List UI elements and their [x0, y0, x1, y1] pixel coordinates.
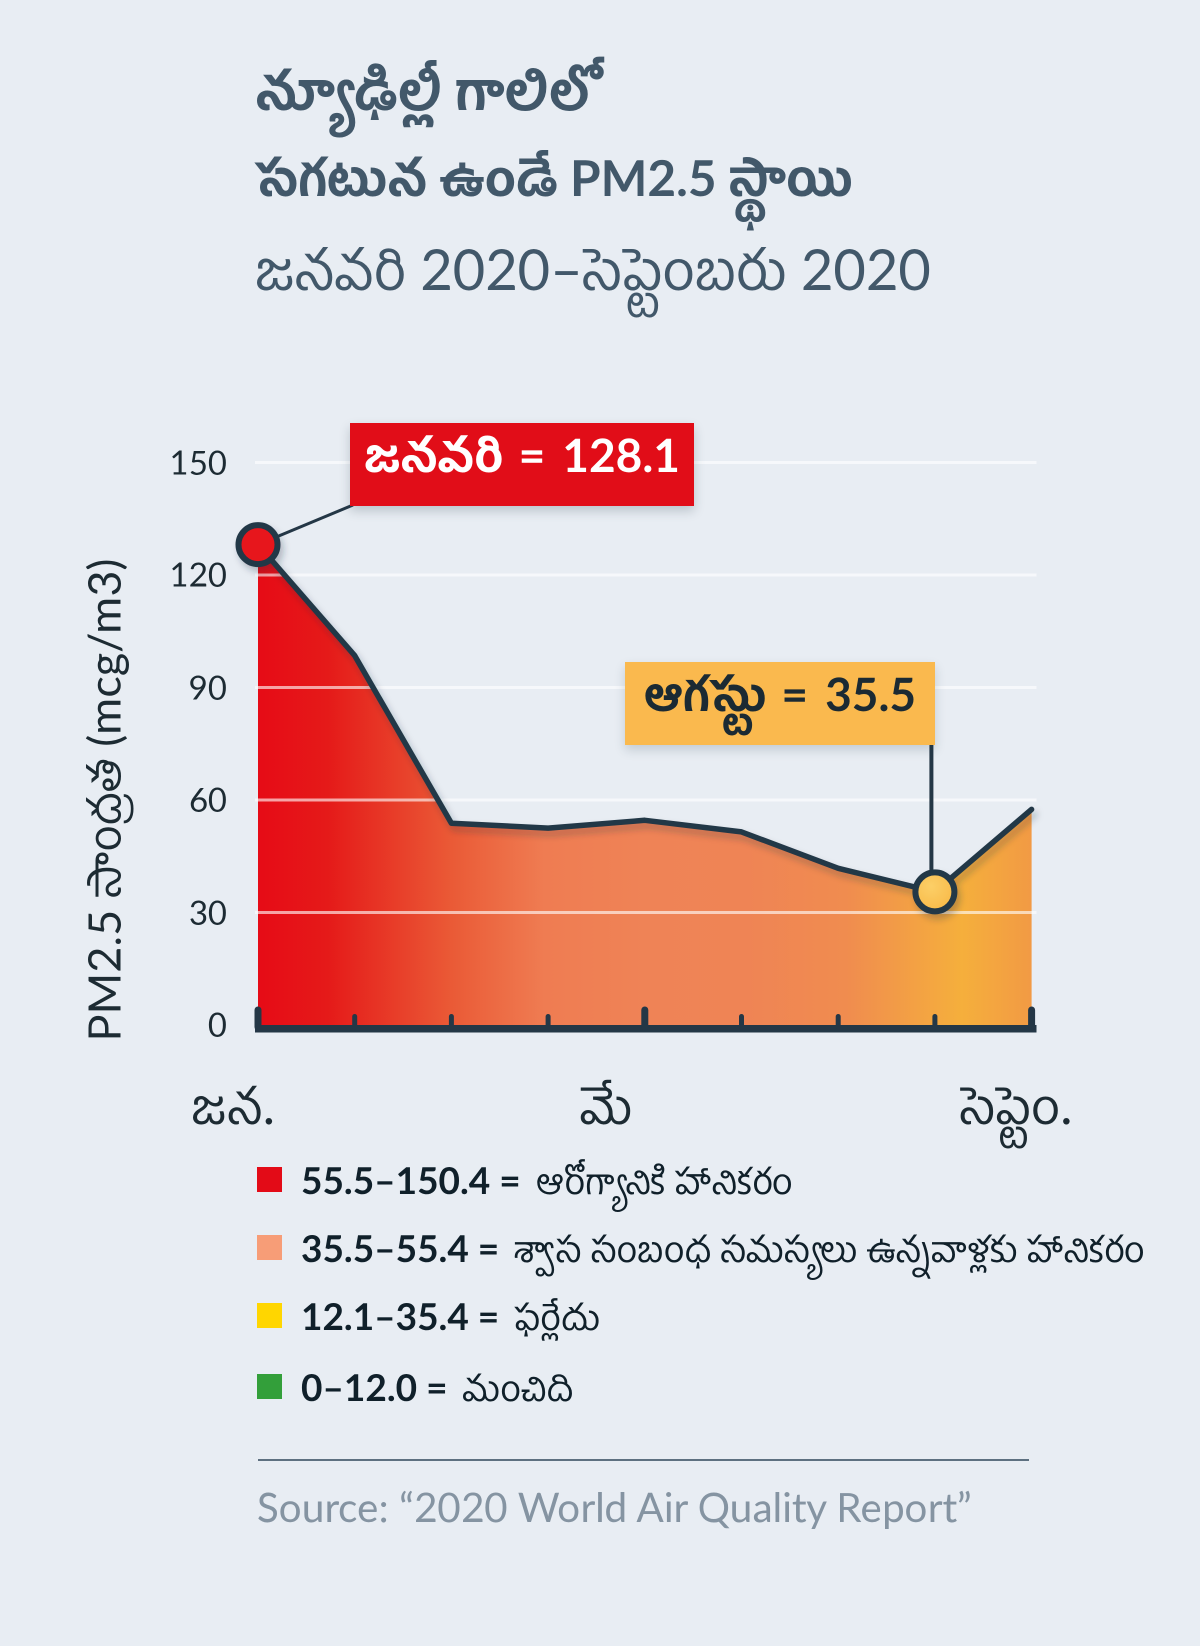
annotation-august-label: ఆగస్టు = [643, 665, 809, 721]
y-tick-label-60: 60 [188, 779, 227, 820]
legend-desc-3: మంచిది [462, 1364, 574, 1409]
legend-item-1: 35.5–55.4 = శ్వాస సంబంధ సమస్యలు ఉన్నవాళ్… [257, 1229, 1145, 1266]
annotation-january-value: 128.1 [562, 426, 680, 482]
chart-title-line1: న్యూఢిల్లీ గాలిలో [255, 60, 598, 122]
legend-label-1: 35.5–55.4 = శ్వాస సంబంధ సమస్యలు ఉన్నవాళ్… [301, 1229, 1145, 1266]
x-tick-label-8: సెప్టెం. [960, 1075, 1072, 1135]
legend-swatch-3 [257, 1373, 282, 1399]
legend-swatch-2 [257, 1302, 282, 1328]
legend-label-3: 0–12.0 = మంచిది [301, 1368, 573, 1405]
legend-range-2: 12.1–35.4 = [301, 1292, 509, 1338]
marker-august [912, 869, 958, 915]
chart-title-line2: సగటున ఉండే PM2.5 స్థాయి [255, 147, 853, 207]
legend-range-3: 0–12.0 = [301, 1363, 457, 1409]
chart-subtitle: జనవరి 2020–సెప్టెంబరు 2020 [255, 235, 931, 302]
marker-january [235, 522, 281, 568]
legend-item-2: 12.1–35.4 = ఫర్లేదు [257, 1297, 600, 1334]
y-tick-label-150: 150 [169, 442, 227, 482]
annotation-august-value: 35.5 [825, 665, 917, 721]
legend-item-3: 0–12.0 = మంచిది [257, 1368, 573, 1405]
legend-label-0: 55.5–150.4 = ఆరోగ్యానికి హానికరం [301, 1161, 793, 1198]
x-tick-label-0: జన. [191, 1075, 275, 1135]
legend-range-1: 35.5–55.4 = [301, 1224, 509, 1270]
legend-label-2: 12.1–35.4 = ఫర్లేదు [301, 1297, 600, 1334]
y-tick-label-30: 30 [188, 892, 227, 932]
annotation-august: ఆగస్టు = 35.5 [625, 662, 935, 745]
divider-line [258, 1459, 1029, 1461]
legend-swatch-0 [257, 1166, 282, 1192]
legend-desc-2: ఫర్లేదు [514, 1293, 600, 1338]
legend-swatch-1 [257, 1234, 282, 1260]
annotation-january-label: జనవరి = [364, 426, 546, 482]
y-tick-label-0: 0 [207, 1004, 227, 1045]
x-tick-label-4: మే [579, 1075, 633, 1135]
legend-item-0: 55.5–150.4 = ఆరోగ్యానికి హానికరం [257, 1161, 793, 1198]
legend-desc-1: శ్వాస సంబంధ సమస్యలు ఉన్నవాళ్లకు హానికరం [514, 1225, 1145, 1270]
y-tick-label-120: 120 [169, 554, 227, 595]
legend-desc-0: ఆరోగ్యానికి హానికరం [535, 1157, 793, 1202]
area-fill [258, 544, 1032, 1025]
source-note: Source: “2020 World Air Quality Report” [257, 1482, 972, 1531]
pm25-line [255, 541, 1035, 895]
legend-range-0: 55.5–150.4 = [301, 1156, 530, 1202]
annotation-january: జనవరి = 128.1 [350, 423, 694, 506]
y-tick-label-90: 90 [188, 667, 227, 707]
